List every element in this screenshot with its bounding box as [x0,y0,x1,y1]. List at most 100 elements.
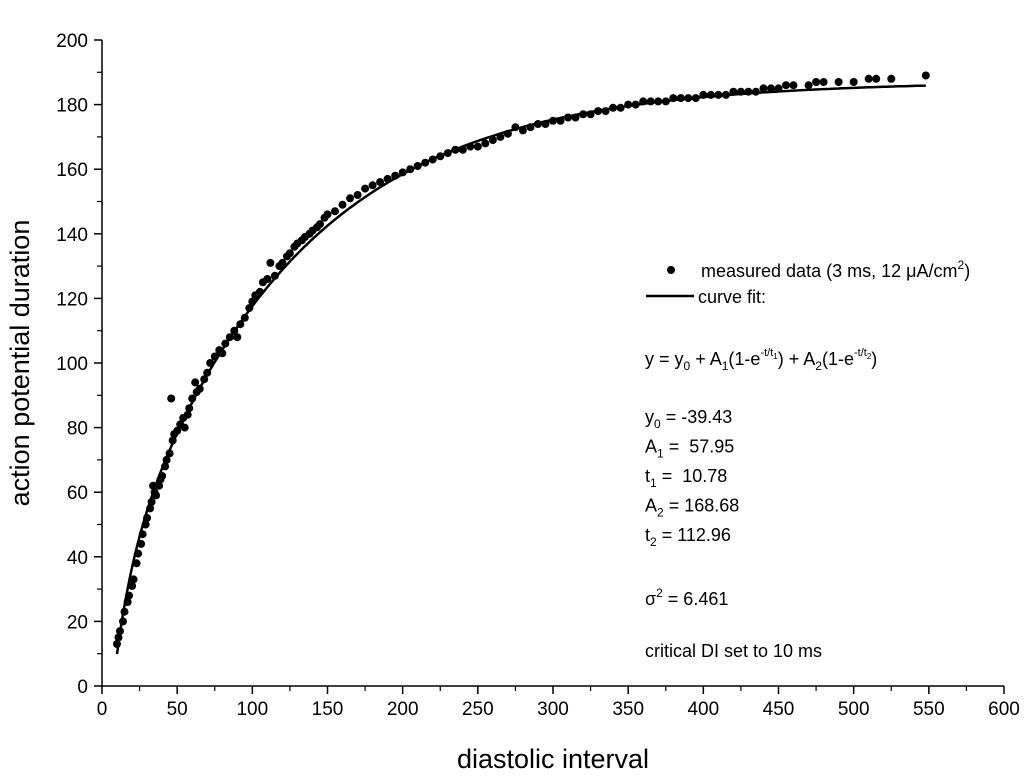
data-point [887,74,896,83]
legend-label-fit: curve fit: [698,287,766,307]
data-point [155,481,164,490]
x-tick-label: 350 [612,699,644,720]
data-point [206,359,215,367]
data-point [138,530,147,539]
data-point [353,191,362,199]
data-point [245,304,254,313]
data-point [236,320,245,329]
data-point [503,129,512,138]
data-point [221,339,230,348]
y-axis-title: action potential duration [5,220,35,507]
data-point [134,549,143,558]
data-point [624,100,633,109]
data-point [488,136,497,145]
data-point [669,94,678,103]
data-point [812,78,821,86]
data-point [158,472,167,480]
x-tick-label: 200 [387,699,419,720]
data-point [255,287,264,296]
data-point [661,97,670,106]
data-point [233,333,242,342]
data-point [571,113,580,122]
data-point [218,349,227,358]
data-point [406,165,415,174]
data-point [200,375,209,384]
data-point [721,90,730,99]
y-tick-label: 180 [56,96,88,117]
x-tick-label: 450 [763,699,795,720]
data-point [601,107,610,116]
data-point [316,220,324,229]
x-tick-label: 400 [687,699,719,720]
x-tick-label: 250 [462,699,494,720]
data-point [744,87,753,96]
data-point [188,394,197,403]
x-tick-label: 150 [312,699,344,720]
data-point [149,481,158,490]
data-point [376,178,385,187]
data-point [278,258,287,267]
y-tick-label: 80 [67,419,88,440]
data-point [436,152,445,161]
data-point [162,455,171,464]
data-point [129,575,138,584]
data-point [458,145,467,154]
data-point [564,113,572,122]
data-point [864,74,873,83]
data-point [116,627,124,636]
data-point [767,84,775,93]
data-point [119,617,127,626]
data-point [152,491,161,500]
data-point [361,184,370,193]
data-point [266,258,275,267]
fit-parameter-line: A1 = 57.95 [645,437,734,461]
data-point [413,162,422,170]
data-point [398,168,407,177]
data-point [518,126,527,135]
data-point [137,539,146,548]
data-point [921,71,930,80]
x-tick-label: 50 [167,699,188,720]
data-point [143,514,152,522]
data-point [248,297,257,306]
fit-equation: y = y0 + A1(1-e-t/t1) + A2(1-e-t/t2) [645,347,877,373]
x-tick-label: 0 [97,699,108,720]
data-point [556,116,565,125]
fit-curve [115,84,926,655]
data-point [114,633,123,642]
y-tick-label: 140 [56,225,88,246]
data-point [631,100,640,109]
data-point [113,640,121,648]
data-point [609,103,618,112]
data-point [789,81,798,90]
data-point [165,449,174,458]
data-point [729,87,738,96]
data-point [331,207,339,216]
fit-note: critical DI set to 10 ms [645,641,822,661]
data-point [191,378,200,387]
data-point [541,120,550,128]
data-point [263,275,272,283]
data-point [759,84,768,93]
data-point [451,145,460,154]
axes [101,40,1004,687]
data-point [526,123,535,132]
data-point [147,497,156,506]
data-point [616,103,625,112]
data-point [180,423,189,432]
data-point [421,158,430,167]
legend: measured data (3 ms, 12 μA/cm2) curve fi… [646,258,970,307]
data-point [684,94,693,103]
data-point [443,149,452,158]
data-point [751,87,760,96]
y-tick-label: 20 [67,612,88,633]
data-point [594,107,603,116]
y-tick-label: 120 [56,289,88,310]
data-point [706,90,715,99]
data-point [128,581,137,590]
data-point [346,194,355,203]
data-point [872,74,881,83]
data-point [195,384,204,393]
fit-variance: σ2 = 6.461 [645,586,728,609]
data-point [714,90,723,99]
